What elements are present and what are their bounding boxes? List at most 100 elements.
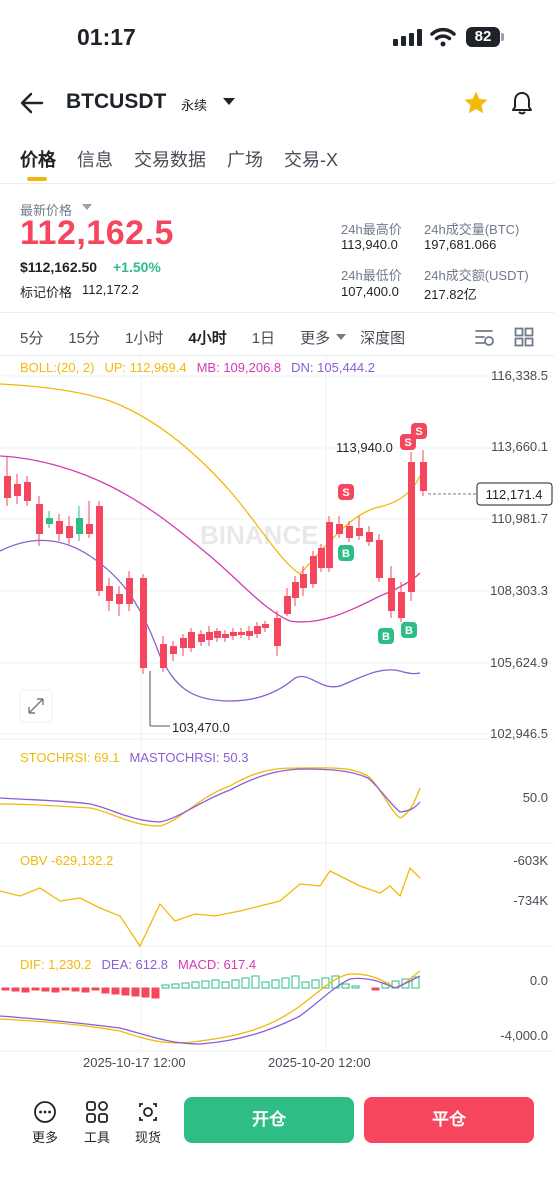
macd-bar (161, 984, 170, 989)
stoch-axis-label: 50.0 (522, 790, 548, 805)
macd-bar (281, 977, 290, 989)
boll-dn-value: DN: 105,444.2 (291, 360, 375, 375)
macd-bar (251, 975, 260, 989)
candle-body (180, 638, 187, 648)
interval-4h[interactable]: 4小时 (188, 330, 227, 347)
svg-text:B: B (342, 548, 350, 560)
interval-bar: 5分 15分 1小时 4小时 1日 更多 深度图 (20, 327, 430, 348)
more-tool[interactable]: 更多 (25, 1100, 65, 1146)
depth-chart-tab[interactable]: 深度图 (360, 330, 406, 347)
macd-bar (81, 987, 90, 993)
svg-text:B: B (405, 625, 413, 637)
macd-bar (101, 987, 110, 994)
candle-body (356, 528, 363, 536)
interval-more[interactable]: 更多 (300, 330, 331, 347)
candle-body (46, 518, 53, 524)
current-price-tag (476, 482, 553, 506)
interval-1h[interactable]: 1小时 (125, 330, 164, 347)
wifi-icon (430, 27, 456, 47)
macd-bar (91, 987, 100, 991)
status-time: 01:17 (77, 24, 136, 50)
expand-icon (19, 689, 53, 723)
interval-15m[interactable]: 15分 (68, 330, 101, 347)
price-axis-label: 110,981.7 (491, 511, 548, 526)
low-label: 24h最低价 (341, 268, 402, 283)
candle-body (398, 592, 405, 618)
candle-body (336, 524, 343, 534)
caret-down-icon[interactable] (336, 327, 347, 347)
candle-body (222, 634, 229, 638)
bell-icon[interactable] (510, 90, 534, 116)
tab-square[interactable]: 广场 (227, 150, 263, 170)
layout-grid-icon[interactable] (514, 327, 534, 347)
candlesticks (4, 450, 427, 674)
symbol-title[interactable]: BTCUSDT (66, 90, 167, 113)
stochrsi-legend: STOCHRSI: 69.1 MASTOCHRSI: 50.3 (20, 750, 248, 765)
tab-price[interactable]: 价格 (20, 150, 56, 170)
candle-body (238, 632, 245, 635)
candle-body (300, 574, 307, 588)
candle-body (292, 582, 299, 598)
star-icon[interactable] (463, 90, 489, 116)
candle-body (408, 462, 415, 592)
candle-body (346, 526, 353, 538)
tools-label: 工具 (83, 1130, 110, 1145)
section-divider (0, 312, 554, 313)
tab-trading-data[interactable]: 交易数据 (134, 150, 206, 170)
price-axis-label: 102,946.5 (490, 726, 548, 741)
price-chart[interactable]: BINANCE 103,470.0 113,940.0 S S S B B B … (0, 356, 554, 1081)
macd-bar (171, 983, 180, 989)
back-arrow-icon[interactable] (20, 92, 44, 114)
chart-top-divider (0, 355, 554, 356)
tools-tool[interactable]: 工具 (77, 1100, 117, 1146)
macd-bar (411, 976, 420, 989)
spot-icon (139, 1103, 157, 1121)
candle-body (76, 518, 83, 534)
boll-mb-line (0, 455, 421, 623)
caret-down-icon[interactable] (222, 97, 236, 107)
candle-body (86, 524, 93, 534)
macd-bar (191, 981, 200, 989)
boll-name: BOLL:(20, 2) (20, 360, 95, 375)
macd-bar (71, 987, 80, 992)
volume-usdt-label: 24h成交额(USDT) (424, 268, 529, 283)
binance-watermark: BINANCE (200, 520, 318, 550)
interval-1d[interactable]: 1日 (251, 330, 276, 347)
battery-indicator: 82 (466, 27, 504, 47)
close-position-button[interactable]: 平仓 (364, 1097, 534, 1143)
volume-btc-label: 24h成交量(BTC) (424, 222, 520, 237)
macd-axis-label: -4,000.0 (500, 1028, 548, 1043)
indicator-settings-icon[interactable] (474, 327, 496, 347)
tab-trading-x[interactable]: 交易-X (284, 150, 338, 170)
sell-badge: S (400, 434, 416, 450)
candle-body (310, 556, 317, 584)
candle-body (388, 578, 395, 611)
macd-bar (291, 975, 300, 989)
caret-down-icon[interactable] (82, 204, 92, 211)
candle-body (230, 632, 237, 636)
signal-icon (393, 29, 422, 46)
open-position-button[interactable]: 开仓 (184, 1097, 354, 1143)
candle-body (14, 484, 21, 496)
interval-5m[interactable]: 5分 (20, 330, 44, 347)
spot-tool[interactable]: 现货 (128, 1100, 168, 1146)
macd-bar (241, 977, 250, 989)
dif-value: DIF: 1,230.2 (20, 957, 92, 972)
usd-price: $112,162.50 (20, 259, 98, 275)
candle-body (198, 634, 205, 642)
macd-bar (61, 987, 70, 991)
svg-text:S: S (404, 437, 411, 449)
macd-bar (261, 981, 270, 989)
svg-text:B: B (382, 631, 390, 643)
more-label: 更多 (31, 1130, 58, 1145)
macd-bar (271, 979, 280, 989)
macd-bar (231, 979, 240, 989)
candle-body (262, 624, 269, 628)
candle-body (116, 594, 123, 604)
tab-info[interactable]: 信息 (77, 150, 113, 170)
latest-price-label[interactable]: 最新价格 (20, 203, 73, 218)
obv-legend: OBV -629,132.2 (20, 853, 114, 868)
buy-badge: B (338, 545, 354, 561)
buy-badge: B (401, 622, 417, 638)
macd-bar (1, 987, 10, 991)
